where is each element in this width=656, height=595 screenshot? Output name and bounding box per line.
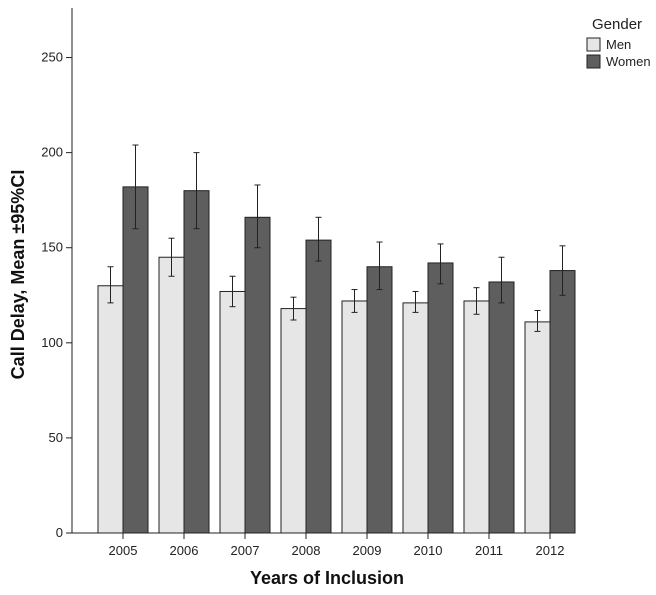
bar-men-2010 <box>402 302 429 534</box>
bar-women-2011 <box>488 281 515 534</box>
x-tick-label: 2009 <box>353 543 382 558</box>
y-tick-label: 250 <box>41 50 63 65</box>
legend-swatch-men <box>586 37 601 52</box>
bar-men-2006 <box>158 256 185 534</box>
y-tick-label: 50 <box>49 430 63 445</box>
legend-items: Men Women <box>586 37 651 69</box>
bar-women-2007 <box>244 216 271 534</box>
bar-women-2010 <box>427 262 454 534</box>
bar-men-2005 <box>97 285 124 534</box>
bar-women-2012 <box>549 270 576 534</box>
x-tick-label: 2011 <box>475 543 503 558</box>
y-tick-label: 100 <box>41 335 63 350</box>
x-axis-title: Years of Inclusion <box>250 568 404 588</box>
x-tick-label: 2005 <box>109 543 138 558</box>
y-axis-title: Call Delay, Mean ±95%CI <box>8 170 28 380</box>
y-tick-label: 0 <box>56 525 63 540</box>
x-tick-label: 2008 <box>292 543 321 558</box>
legend-label-women: Women <box>606 54 651 69</box>
legend-title: Gender <box>592 16 642 33</box>
x-tick-label: 2012 <box>536 543 565 558</box>
plot-area <box>97 144 576 534</box>
legend-label-men: Men <box>606 37 631 52</box>
x-tick-label: 2007 <box>231 543 260 558</box>
bar-women-2008 <box>305 239 332 534</box>
x-tick-label: 2010 <box>414 543 443 558</box>
bar-men-2007 <box>219 290 246 534</box>
bar-women-2009 <box>366 266 393 534</box>
legend-swatch-women <box>586 54 601 69</box>
x-tick-label: 2006 <box>170 543 199 558</box>
bar-men-2009 <box>341 300 368 534</box>
bar-women-2006 <box>183 190 210 534</box>
legend: Gender Men Women <box>586 16 651 69</box>
bar-women-2005 <box>122 186 149 534</box>
bar-men-2012 <box>524 321 551 534</box>
y-axis-ticks: 0 50 100 150 200 250 <box>41 50 72 540</box>
bar-men-2011 <box>463 300 490 534</box>
y-tick-label: 150 <box>41 240 63 255</box>
y-tick-label: 200 <box>41 145 63 160</box>
bar-men-2008 <box>280 308 307 534</box>
x-axis-ticks: 2005 2006 2007 2008 2009 2010 2011 2012 <box>109 533 565 558</box>
